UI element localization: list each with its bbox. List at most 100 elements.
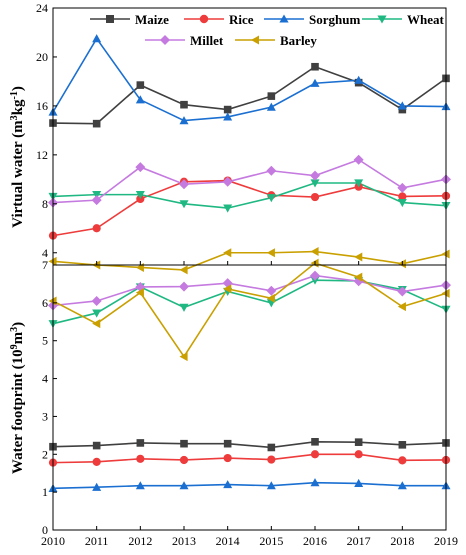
bottom-point-sorghum-2014	[223, 480, 233, 489]
top-point-barley-2015	[266, 248, 275, 258]
top-point-millet-2013	[179, 179, 189, 190]
top-y-tick-label: 12	[36, 148, 48, 162]
top-point-sorghum-2015	[266, 102, 276, 111]
top-point-sorghum-2018	[397, 101, 407, 110]
top-ylabel-sup2: -1	[9, 91, 20, 99]
top-point-millet-2012	[135, 162, 146, 173]
top-series-line-millet	[52, 158, 447, 204]
top-series-line-rice	[52, 179, 447, 237]
legend-label-maize: Maize	[135, 12, 169, 27]
bottom-series-line-sorghum	[52, 481, 446, 490]
top-y-tick-label: 24	[36, 1, 48, 15]
legend-label-barley: Barley	[280, 33, 317, 48]
bottom-y-tick-label: 0	[42, 523, 48, 537]
bottom-ylabel-sup2: 3	[9, 327, 20, 332]
bottom-point-rice-2013	[179, 455, 189, 465]
top-point-millet-2018	[397, 182, 408, 193]
top-point-wheat-2016	[310, 179, 320, 188]
x-tick-label: 2015	[259, 534, 283, 548]
bottom-y-tick-label: 2	[42, 447, 48, 461]
x-tick-label: 2014	[216, 534, 240, 548]
bottom-y-axis-label: Water footprint (109m3)	[9, 322, 27, 474]
bottom-point-rice-2012	[136, 454, 145, 463]
top-point-millet-2014	[222, 176, 233, 187]
x-tick-label: 2012	[128, 534, 152, 548]
bottom-point-maize-2014	[223, 439, 232, 448]
series-markers	[48, 34, 451, 492]
top-point-millet-2015	[266, 165, 277, 176]
x-tick-label: 2010	[41, 534, 65, 548]
bottom-point-sorghum-2012	[135, 481, 145, 490]
x-tick-label: 2013	[172, 534, 196, 548]
bottom-point-millet-2018	[397, 286, 408, 297]
bottom-point-rice-2017	[354, 450, 363, 459]
legend-item-millet: Millet	[145, 33, 224, 48]
bottom-point-maize-2017	[354, 438, 363, 446]
bottom-y-tick-label: 5	[42, 334, 48, 348]
x-tick-label: 2018	[390, 534, 414, 548]
bottom-ylabel-mid: m	[10, 331, 26, 344]
bottom-y-tick-label: 7	[42, 258, 48, 272]
top-point-wheat-2014	[223, 204, 233, 213]
legend-label-sorghum: Sorghum	[309, 12, 360, 27]
bottom-point-rice-2018	[398, 456, 407, 465]
bottom-point-wheat-2011	[92, 309, 102, 318]
bottom-point-barley-2014	[223, 284, 232, 294]
top-point-maize-2011	[92, 119, 101, 128]
top-y-tick-label: 4	[42, 246, 48, 260]
top-point-maize-2015	[267, 92, 276, 100]
bottom-series-line-maize	[52, 440, 447, 449]
top-point-millet-2011	[91, 195, 102, 206]
top-point-rice-2011	[92, 224, 101, 233]
bottom-point-rice-2011	[92, 457, 101, 466]
bottom-point-millet-2013	[179, 281, 189, 292]
top-point-maize-2016	[311, 62, 319, 71]
bottom-point-millet-2016	[310, 270, 320, 281]
bottom-point-sorghum-2018	[397, 481, 407, 490]
top-point-sorghum-2016	[310, 78, 320, 87]
x-tick-label: 2019	[434, 534, 458, 548]
bottom-point-sorghum-2011	[92, 482, 102, 491]
top-point-rice-2016	[310, 192, 320, 202]
top-point-maize-2013	[180, 100, 188, 109]
legend-item-rice: Rice	[184, 12, 254, 27]
top-point-rice-2018	[398, 192, 407, 201]
legend-label-millet: Millet	[190, 33, 224, 48]
bottom-point-maize-2018	[398, 441, 407, 449]
top-point-wheat-2011	[92, 191, 102, 200]
bottom-point-sorghum-2013	[179, 481, 189, 490]
bottom-point-rice-2016	[310, 450, 320, 459]
bottom-y-tick-label: 6	[42, 296, 48, 310]
top-ylabel-sup1: 3	[9, 115, 20, 120]
top-point-wheat-2012	[135, 191, 145, 200]
bottom-point-wheat-2013	[179, 303, 189, 312]
bottom-point-sorghum-2016	[310, 478, 320, 487]
bottom-point-maize-2015	[267, 443, 276, 452]
top-point-barley-2017	[354, 252, 363, 262]
bottom-point-maize-2011	[92, 441, 101, 450]
top-point-sorghum-2013	[179, 116, 189, 125]
bottom-point-barley-2012	[135, 288, 144, 298]
x-tick-label: 2016	[303, 534, 327, 548]
top-point-barley-2016	[310, 247, 319, 257]
top-y-tick-label: 16	[36, 99, 48, 113]
bottom-series-line-wheat	[52, 279, 447, 325]
bottom-ylabel-main: Water footprint (10	[10, 349, 26, 474]
bottom-point-maize-2013	[180, 439, 188, 448]
series-lines	[52, 37, 447, 490]
legend-label-wheat: Wheat	[407, 12, 445, 27]
top-plot-frame	[52, 7, 447, 266]
top-point-maize-2012	[136, 81, 145, 89]
bottom-point-sorghum-2017	[354, 478, 364, 488]
bottom-point-maize-2016	[311, 437, 319, 446]
bottom-y-tick-label: 1	[42, 485, 48, 499]
legend-item-wheat: Wheat	[362, 12, 445, 27]
legend-label-rice: Rice	[229, 12, 254, 27]
bottom-point-barley-2017	[354, 272, 363, 282]
bottom-point-millet-2011	[91, 295, 102, 306]
top-point-wheat-2013	[179, 200, 189, 209]
top-point-barley-2014	[223, 248, 232, 258]
